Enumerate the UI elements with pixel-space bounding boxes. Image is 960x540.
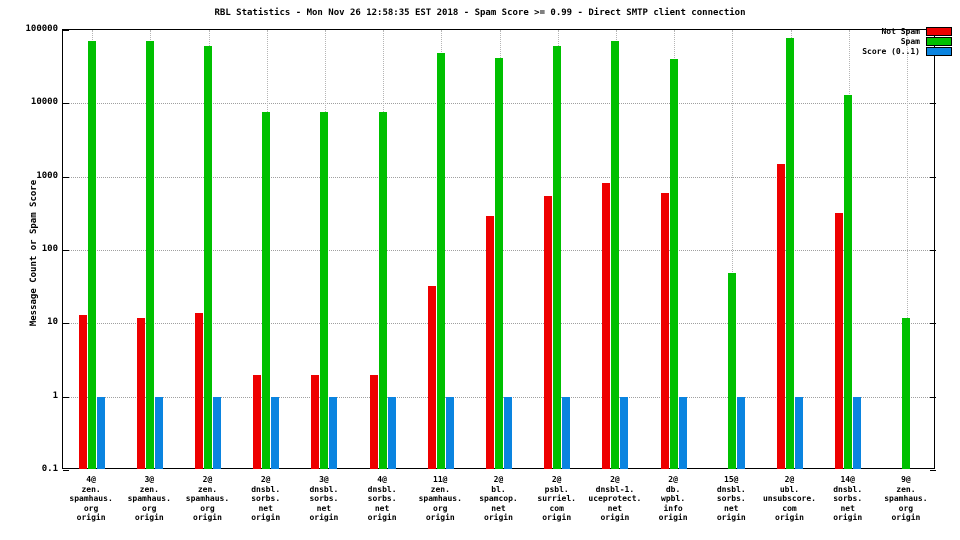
x-tick-label: 4@ dnsbl. sorbs. net origin [367,475,397,522]
bar-not-spam [253,374,262,469]
bar-not-spam [602,182,611,469]
bar-score-0-1 [154,396,163,469]
legend-swatch [926,47,952,56]
bar-spam [669,59,678,469]
bar-score-0-1 [387,396,396,469]
x-tick-label: 3@ dnsbl. sorbs. net origin [309,475,339,522]
bar-score-0-1 [736,396,745,469]
bar-not-spam [486,216,494,469]
y-tickmark [930,323,936,325]
chart-title: RBL Statistics - Mon Nov 26 12:58:35 EST… [214,8,746,18]
bar-spam [204,46,212,469]
bar-score-0-1 [504,396,512,469]
legend-label: Score (0..1) [862,47,920,56]
x-tick-label: 4@ zen. spamhaus. org origin [69,475,113,522]
bar-score-0-1 [271,396,280,469]
bar-score-0-1 [96,396,105,469]
bar-spam [611,41,620,469]
y-tick-label: 100 [41,244,58,254]
bar-spam [145,41,154,469]
x-tick-label: 2@ bl. spamcop. net origin [479,475,518,522]
bar-score-0-1 [678,396,687,469]
bar-score-0-1 [620,396,629,469]
bar-not-spam [660,193,669,469]
legend-label: Not Spam [881,27,920,36]
x-gridline [906,30,908,468]
bar-not-spam [136,317,145,469]
x-tick-label: 2@ dnsbl-1. uceprotect. net origin [588,475,642,522]
y-tick-label: 100000 [25,24,58,34]
bar-not-spam [311,374,320,469]
bar-not-spam [835,212,844,469]
y-tickmark [930,176,936,178]
y-tickmark [930,470,936,471]
x-tick-label: 9@ zen. spamhaus. org origin [884,475,928,522]
bar-spam [262,112,271,469]
x-tick-label: 2@ ubl. unsubscore. com origin [762,475,816,522]
y-tick-label: 10 [47,317,58,328]
x-tick-label: 2@ zen. spamhaus. org origin [185,475,230,522]
x-tick-label: 11@ zen. spamhaus. org origin [418,475,462,522]
bar-spam [495,57,503,469]
chart-legend: Not Spam Spam Score (0..1) [862,27,952,57]
y-tickmark [63,323,69,325]
y-tick-label: 1000 [36,170,58,181]
x-tick-label: 2@ psbl. surriel. com origin [537,475,576,522]
y-tickmark [930,396,936,398]
bar-spam [87,41,96,469]
y-tick-label: 1 [52,390,58,401]
bar-score-0-1 [329,396,338,469]
x-tick-label: 14@ dnsbl. sorbs. net origin [833,475,863,522]
legend-swatch [926,27,952,36]
y-tickmark [63,250,69,251]
y-tickmark [63,470,69,471]
x-tick-label: 15@ dnsbl. sorbs. net origin [716,475,746,522]
y-tickmark [63,396,69,398]
bar-not-spam [777,163,785,469]
y-tickmark [930,103,936,105]
x-tick-label: 2@ db. wpbl. info origin [658,475,688,522]
legend-item: Spam [862,37,952,46]
y-tickmark [930,250,936,251]
legend-label: Spam [900,37,920,46]
bar-spam [436,53,445,469]
bar-not-spam [369,374,378,469]
bar-not-spam [427,286,436,469]
bar-spam [378,112,387,469]
bar-score-0-1 [213,396,221,469]
x-tick-label: 2@ dnsbl. sorbs. net origin [251,475,281,522]
bar-not-spam [544,195,553,469]
y-tickmark [63,176,69,178]
bar-not-spam [195,312,203,469]
bar-score-0-1 [795,396,803,469]
y-tickmark [63,30,69,31]
bar-spam [553,46,562,469]
bar-score-0-1 [445,396,454,469]
bar-spam [844,94,853,469]
x-gridline [732,30,734,468]
plot-area [62,29,936,471]
legend-swatch [926,37,952,46]
bar-spam [727,273,736,469]
bar-not-spam [78,314,87,469]
bar-spam [902,317,911,469]
x-tick-label: 3@ zen. spamhaus. org origin [127,475,171,522]
bar-score-0-1 [853,396,862,469]
legend-item: Score (0..1) [862,47,952,56]
legend-item: Not Spam [862,27,952,36]
y-tick-label: 0.1 [41,464,58,474]
bar-spam [786,37,794,469]
bar-spam [320,112,329,469]
bar-score-0-1 [562,396,571,469]
y-tickmark [63,103,69,105]
y-tick-label: 10000 [30,97,58,108]
